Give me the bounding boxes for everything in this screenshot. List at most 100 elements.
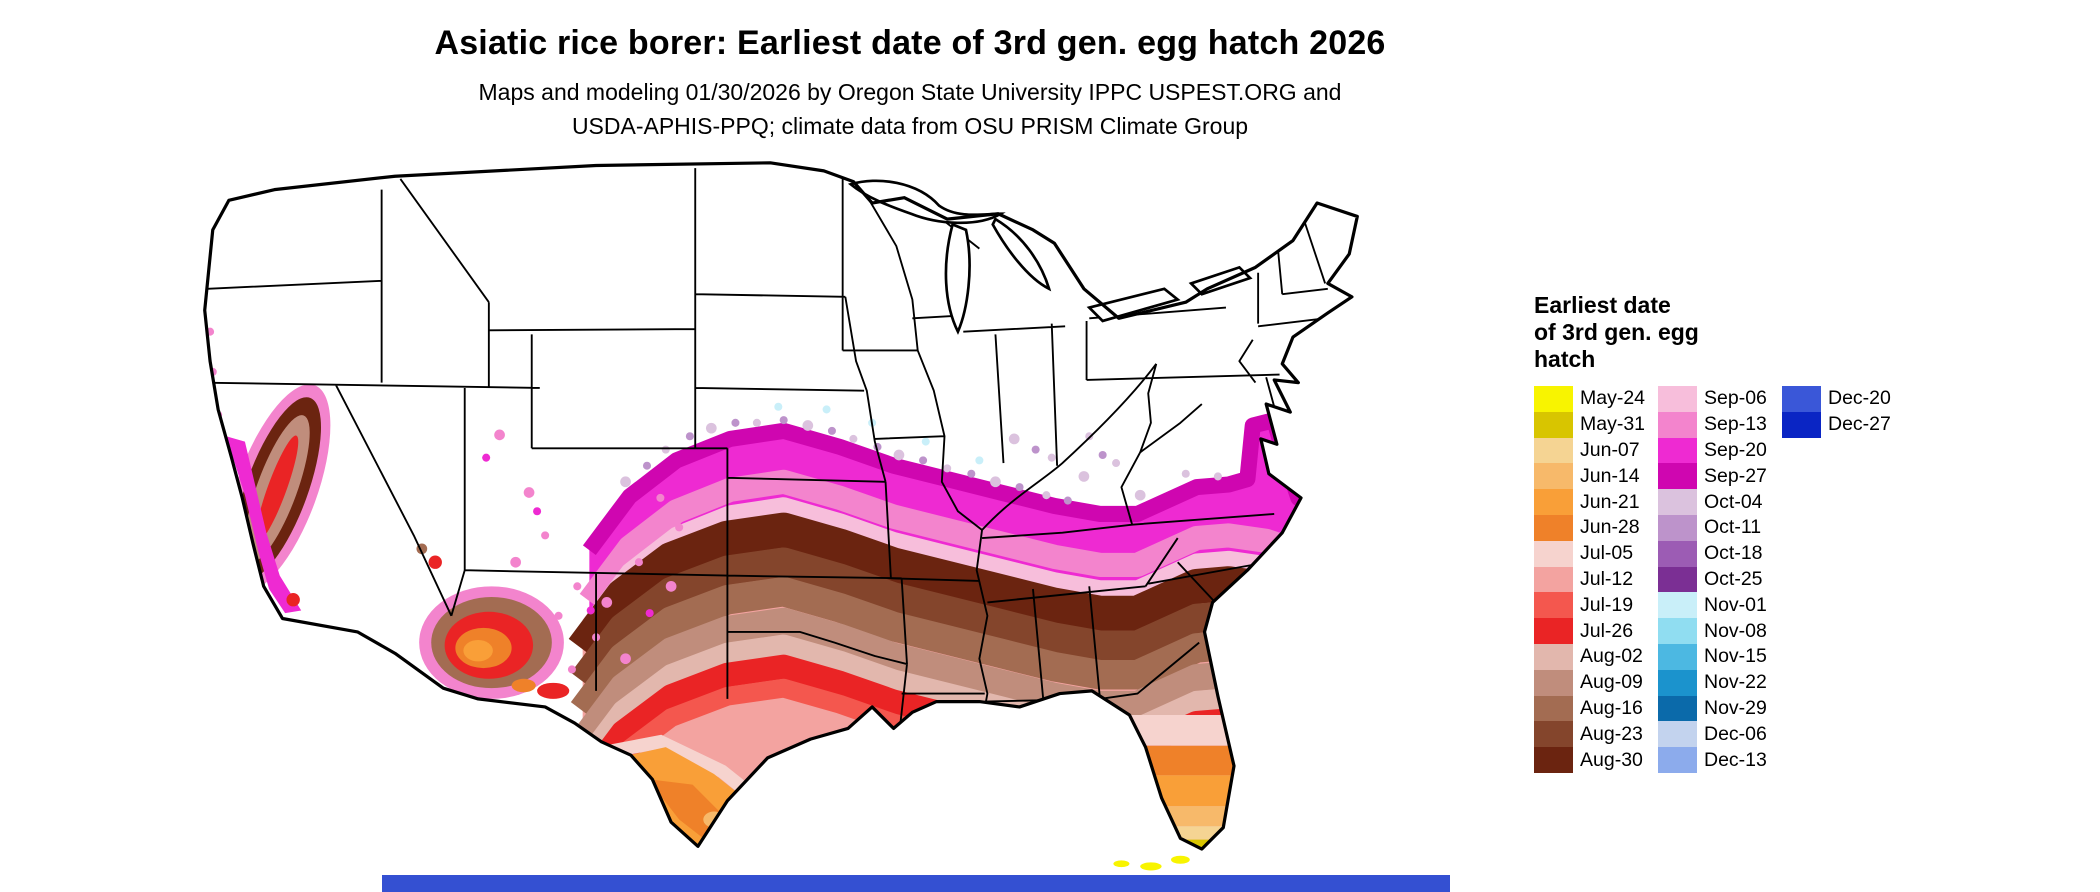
legend-label: Sep-27: [1704, 464, 1767, 487]
legend-title: Earliest date of 3rd gen. egg hatch: [1534, 292, 2100, 373]
legend-row: Jun-07: [1534, 437, 1645, 464]
texas-jul-05-fringe: [602, 734, 754, 798]
legend-row: Oct-11: [1658, 514, 1767, 541]
legend-label: Nov-01: [1704, 593, 1767, 616]
bottom-bar: [382, 875, 1450, 892]
lake-michigan: [944, 222, 971, 335]
legend-row: May-24: [1534, 386, 1645, 412]
header: Asiatic rice borer: Earliest date of 3rd…: [90, 24, 1730, 143]
legend-label: Aug-30: [1580, 748, 1643, 771]
legend-label: Aug-16: [1580, 696, 1643, 719]
legend-label: Sep-06: [1704, 387, 1767, 410]
band-sep-13: [579, 469, 1358, 609]
map-title: Asiatic rice borer: Earliest date of 3rd…: [434, 24, 1386, 62]
legend-swatch: [1534, 463, 1573, 490]
legend-label: Sep-13: [1704, 413, 1767, 436]
legend-label: Aug-09: [1580, 671, 1643, 694]
map-subtitle-line2: USDA-APHIS-PPQ; climate data from OSU PR…: [571, 113, 1249, 139]
legend-swatch: [1782, 386, 1821, 412]
legend-row: Nov-22: [1658, 669, 1767, 696]
legend-label: Sep-20: [1704, 438, 1767, 461]
legend-label: May-24: [1580, 387, 1646, 410]
legend-swatch: [1534, 643, 1573, 670]
legend-label: Jul-12: [1580, 567, 1634, 590]
legend-label: Jul-19: [1580, 593, 1634, 616]
legend-row: Aug-02: [1534, 643, 1645, 670]
legend-row: Oct-04: [1658, 489, 1767, 515]
legend-swatch: [1658, 386, 1697, 412]
legend-label: Nov-15: [1704, 645, 1767, 668]
us-map-svg: [203, 161, 1359, 871]
legend-row: Nov-15: [1658, 643, 1767, 670]
legend-swatch: [1534, 721, 1573, 748]
hatch-date-regions: [204, 162, 1358, 850]
us-map: [194, 160, 1494, 884]
legend-row: Dec-06: [1658, 721, 1767, 748]
legend-label: Dec-06: [1704, 722, 1767, 745]
legend-column-1: May-24 May-31 Jun-07 Jun-14 Jun-21 Jun-28 Jul-…: [1534, 386, 1645, 773]
october-speckles: [642, 416, 1107, 505]
legend-row: Jul-12: [1534, 566, 1645, 593]
legend-row: Jul-26: [1534, 618, 1645, 644]
legend-row: Sep-27: [1658, 463, 1767, 490]
legend-swatch: [1534, 747, 1573, 773]
legend-row: Aug-30: [1534, 747, 1645, 773]
legend-row: Jul-19: [1534, 592, 1645, 619]
legend-label: Jun-07: [1580, 438, 1640, 461]
legend: Earliest date of 3rd gen. egg hatch May-…: [1534, 292, 2100, 806]
legend-swatch: [1658, 540, 1697, 567]
legend-row: Aug-23: [1534, 721, 1645, 748]
legend-swatch: [1534, 669, 1573, 696]
state-borders: [204, 168, 1328, 737]
legend-swatch: [1658, 566, 1697, 593]
legend-label: Aug-23: [1580, 722, 1643, 745]
legend-title-line: hatch: [1534, 346, 1596, 372]
legend-row: Nov-01: [1658, 592, 1767, 619]
legend-swatch: [1534, 411, 1573, 438]
legend-label: Oct-18: [1704, 542, 1763, 565]
legend-row: Dec-13: [1658, 747, 1767, 773]
legend-swatch: [1534, 618, 1573, 644]
legend-label: Nov-22: [1704, 671, 1767, 694]
legend-row: Jun-21: [1534, 489, 1645, 515]
legend-label: Oct-04: [1704, 490, 1763, 513]
legend-swatch: [1782, 411, 1821, 438]
legend-column-2: Sep-06 Sep-13 Sep-20 Sep-27 Oct-04 Oct-11 Oct-…: [1658, 386, 1767, 773]
legend-label: May-31: [1580, 413, 1646, 436]
legend-swatch: [1534, 695, 1573, 722]
legend-swatch: [1534, 489, 1573, 515]
legend-row: Jun-28: [1534, 514, 1645, 541]
legend-title-line: Earliest date: [1534, 292, 1671, 318]
legend-label: Nov-08: [1704, 619, 1767, 642]
legend-swatch: [1534, 592, 1573, 619]
legend-swatch: [1658, 669, 1697, 696]
legend-label: Jun-14: [1580, 464, 1640, 487]
legend-label: Oct-11: [1704, 516, 1762, 539]
legend-row: Aug-16: [1534, 695, 1645, 722]
legend-swatch: [1534, 566, 1573, 593]
legend-label: Oct-25: [1704, 567, 1763, 590]
florida-bands: [1113, 714, 1256, 850]
legend-swatch: [1534, 540, 1573, 567]
legend-swatch: [1534, 437, 1573, 464]
legend-row: Dec-27: [1782, 411, 1891, 438]
legend-row: Jul-05: [1534, 540, 1645, 567]
legend-swatch: [1658, 643, 1697, 670]
legend-row: Sep-13: [1658, 411, 1767, 438]
lake-ontario: [1188, 265, 1253, 296]
legend-row: Aug-09: [1534, 669, 1645, 696]
legend-column-3: Dec-20 Dec-27: [1782, 386, 1891, 438]
legend-swatch: [1658, 514, 1697, 541]
vegas-spot: [428, 555, 442, 569]
legend-label: Jul-26: [1580, 619, 1634, 642]
new-mexico-spot: [511, 678, 536, 693]
legend-row: May-31: [1534, 411, 1646, 438]
legend-columns: May-24 May-31 Jun-07 Jun-14 Jun-21 Jun-28 Jul-…: [1534, 386, 2100, 806]
legend-label: Dec-27: [1828, 413, 1891, 436]
map-subtitle-line1: Maps and modeling 01/30/2026 by Oregon S…: [478, 79, 1342, 105]
legend-swatch: [1534, 514, 1573, 541]
legend-row: Sep-20: [1658, 437, 1767, 464]
legend-swatch: [1658, 695, 1697, 722]
legend-label: Jul-05: [1580, 542, 1634, 565]
new-mexico-spot: [537, 682, 570, 699]
